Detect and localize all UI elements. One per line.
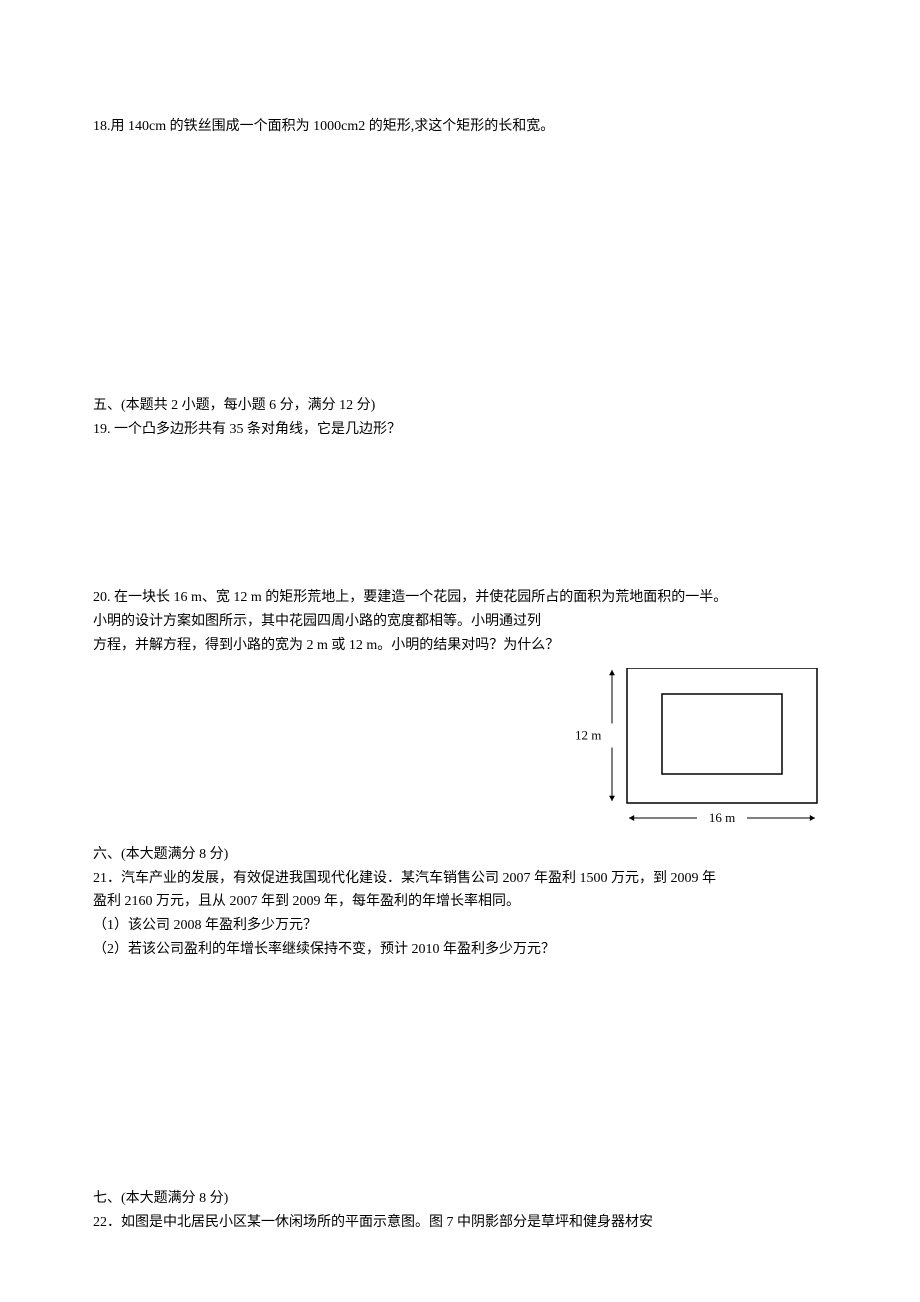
q21-sub1: （1）该公司 2008 年盈利多少万元？ bbox=[93, 914, 827, 938]
svg-text:16 m: 16 m bbox=[709, 810, 735, 825]
spacer bbox=[93, 139, 827, 394]
q21-sub2: （2）若该公司盈利的年增长率继续保持不变，预计 2010 年盈利多少万元？ bbox=[93, 938, 827, 962]
q20-line2: 小明的设计方案如图所示，其中花园四周小路的宽度都相等。小明通过列 bbox=[93, 610, 827, 634]
diagram-svg: 12 m 16 m bbox=[567, 668, 827, 838]
sec7-header: 七、(本大题满分 8 分) bbox=[93, 1187, 827, 1211]
sec6-header: 六、(本大题满分 8 分) bbox=[93, 843, 827, 867]
q20-line1: 20. 在一块长 16 m、宽 12 m 的矩形荒地上，要建造一个花园，并使花园… bbox=[93, 586, 827, 610]
q21-line1: 21．汽车产业的发展，有效促进我国现代化建设．某汽车销售公司 2007 年盈利 … bbox=[93, 867, 827, 891]
q22-text: 22．如图是中北居民小区某一休闲场所的平面示意图。图 7 中阴影部分是草坪和健身… bbox=[93, 1211, 827, 1235]
sec5-header: 五、(本题共 2 小题，每小题 6 分，满分 12 分) bbox=[93, 394, 827, 418]
section-6: 六、(本大题满分 8 分) 21．汽车产业的发展，有效促进我国现代化建设．某汽车… bbox=[93, 843, 827, 962]
section-7: 七、(本大题满分 8 分) 22．如图是中北居民小区某一休闲场所的平面示意图。图… bbox=[93, 1187, 827, 1235]
spacer bbox=[93, 962, 827, 1187]
rectangle-diagram: 12 m 16 m bbox=[567, 668, 827, 828]
question-18: 18.用 140cm 的铁丝围成一个面积为 1000cm2 的矩形,求这个矩形的… bbox=[93, 115, 827, 139]
spacer bbox=[93, 441, 827, 586]
q18-text: 18.用 140cm 的铁丝围成一个面积为 1000cm2 的矩形,求这个矩形的… bbox=[93, 115, 827, 139]
section-5: 五、(本题共 2 小题，每小题 6 分，满分 12 分) 19. 一个凸多边形共… bbox=[93, 394, 827, 442]
q19-text: 19. 一个凸多边形共有 35 条对角线，它是几边形？ bbox=[93, 418, 827, 442]
diagram-container: 12 m 16 m bbox=[93, 668, 827, 828]
svg-text:12 m: 12 m bbox=[575, 727, 601, 742]
q20-line3: 方程，并解方程，得到小路的宽为 2 m 或 12 m。小明的结果对吗？为什么？ bbox=[93, 634, 827, 658]
question-20: 20. 在一块长 16 m、宽 12 m 的矩形荒地上，要建造一个花园，并使花园… bbox=[93, 586, 827, 657]
q21-line2: 盈利 2160 万元，且从 2007 年到 2009 年，每年盈利的年增长率相同… bbox=[93, 890, 827, 914]
